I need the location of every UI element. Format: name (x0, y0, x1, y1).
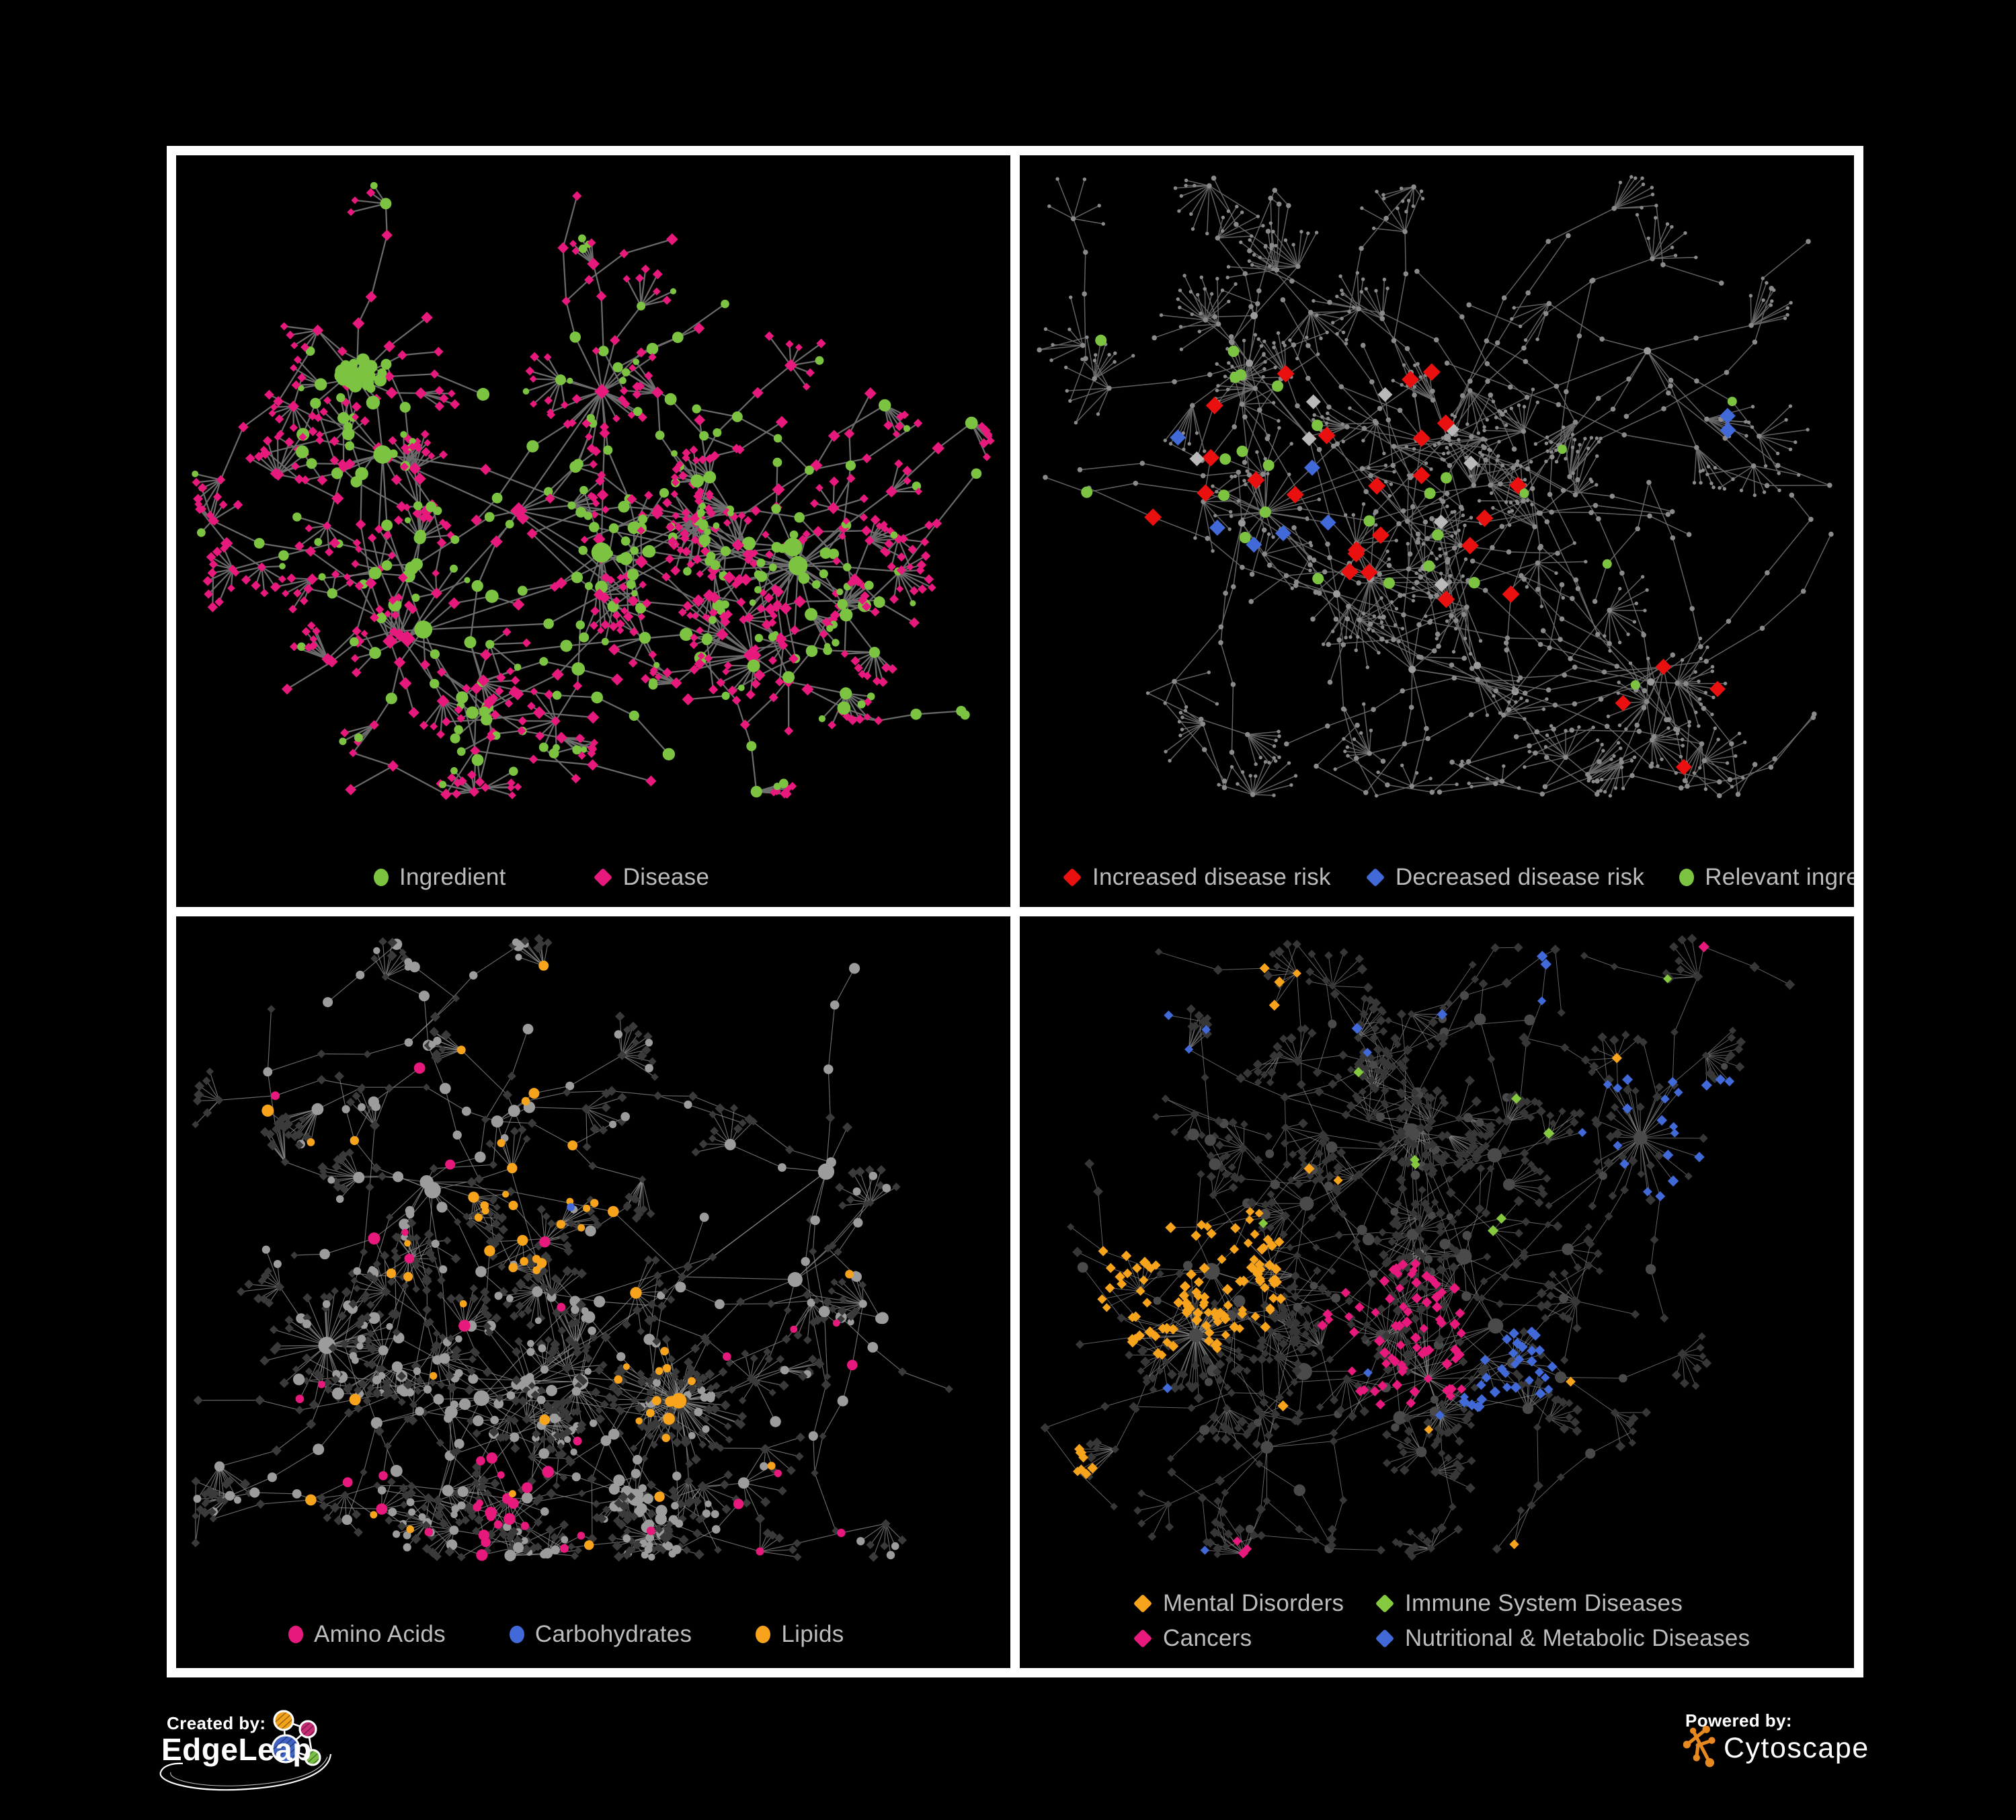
legend-ingredient-disease: Ingredient Disease (374, 864, 709, 891)
legend-item-decreased-disease-risk: Decreased disease risk (1365, 864, 1645, 891)
panel-disease-categories: Mental Disorders Immune System Diseases Ca… (1020, 916, 1854, 1668)
powered-by-label: Powered by: (1685, 1710, 1792, 1731)
graph-nodes (192, 182, 995, 800)
legend-item-cancers: Cancers (1133, 1625, 1375, 1652)
legend-item-disease: Disease (593, 864, 710, 891)
highlighted-nodes (1081, 334, 1737, 775)
created-by-label: Created by: (167, 1713, 266, 1733)
highlighted-nodes (1073, 941, 1735, 1558)
diamond-swatch-icon (1365, 867, 1385, 887)
diamond-swatch-icon (1133, 1628, 1153, 1649)
cytoscape-icon (1683, 1726, 1716, 1768)
edgeleap-swoosh-echo (170, 1756, 328, 1786)
legend-item-increased-disease-risk: Increased disease risk (1062, 864, 1331, 891)
panel-disease-risk: Increased disease risk Decreased disease … (1020, 155, 1854, 907)
diamond-swatch-icon (1062, 867, 1082, 887)
network-ingredient-disease (192, 182, 995, 800)
legend-label: Cancers (1163, 1625, 1252, 1651)
graph-nodes (1040, 933, 1796, 1561)
graph-nodes (191, 934, 953, 1562)
powered-by-block: Powered by: Cytoscape (1679, 1706, 1962, 1787)
diamond-swatch-icon (1375, 1593, 1395, 1614)
highlighted-nodes (261, 960, 858, 1561)
legend-label: Increased disease risk (1092, 864, 1331, 890)
legend-label: Mental Disorders (1163, 1590, 1344, 1616)
legend-item-relevant-ingredient: Relevant ingredient (1679, 864, 1854, 891)
circle-swatch-icon (288, 1626, 303, 1643)
legend-label: Decreased disease risk (1395, 864, 1645, 890)
legend-label: Lipids (781, 1621, 844, 1647)
legend-label: Disease (622, 864, 710, 890)
panel-ingredient-categories: Amino Acids Carbohydrates Lipids (176, 916, 1010, 1668)
panel-grid: Ingredient Disease Increased disease risk… (167, 146, 1863, 1677)
edgeleap-wordmark: EdgeLeap (161, 1732, 312, 1767)
legend-disease-categories: Mental Disorders Immune System Diseases Ca… (1133, 1590, 1750, 1652)
legend-item-lipids: Lipids (756, 1621, 844, 1648)
legend-item-immune-system-diseases: Immune System Diseases (1375, 1590, 1750, 1617)
network-disease-risk (1037, 175, 1834, 799)
legend-label: Carbohydrates (534, 1621, 692, 1647)
circle-swatch-icon (756, 1626, 771, 1643)
graph-edges (1045, 938, 1791, 1557)
circle-swatch-icon (509, 1626, 524, 1643)
legend-label: Ingredient (399, 864, 506, 890)
network-ingredient-categories (191, 934, 953, 1562)
legend-item-carbohydrates: Carbohydrates (509, 1621, 692, 1648)
diamond-swatch-icon (1375, 1628, 1395, 1649)
legend-item-mental-disorders: Mental Disorders (1133, 1590, 1375, 1617)
legend-disease-risk: Increased disease risk Decreased disease … (1062, 864, 1854, 891)
circle-swatch-icon (1679, 869, 1695, 886)
legend-item-ingredient: Ingredient (374, 864, 506, 891)
panel-ingredient-disease: Ingredient Disease (176, 155, 1010, 907)
edgeleap-network-icon (159, 1710, 332, 1791)
legend-ingredient-categories: Amino Acids Carbohydrates Lipids (288, 1621, 844, 1648)
highlighted-nodes (334, 353, 808, 639)
circle-swatch-icon (374, 869, 389, 886)
legend-label: Nutritional & Metabolic Diseases (1405, 1625, 1750, 1651)
edgeleap-swoosh (159, 1753, 332, 1791)
diamond-swatch-icon (1133, 1593, 1153, 1614)
network-disease-categories (1040, 933, 1796, 1561)
diamond-swatch-icon (593, 867, 612, 887)
graph-edges (194, 184, 992, 797)
legend-item-amino-acids: Amino Acids (288, 1621, 446, 1648)
created-by-block: Created by: EdgeLeap (155, 1710, 370, 1804)
legend-item-nutritional-metabolic-diseases: Nutritional & Metabolic Diseases (1375, 1625, 1750, 1652)
legend-label: Amino Acids (314, 1621, 446, 1647)
edgeleap-nodes (271, 1710, 321, 1766)
legend-label: Immune System Diseases (1405, 1590, 1683, 1616)
legend-label: Relevant ingredient (1705, 864, 1854, 890)
cytoscape-wordmark: Cytoscape (1724, 1732, 1869, 1764)
graph-nodes (1037, 175, 1834, 799)
